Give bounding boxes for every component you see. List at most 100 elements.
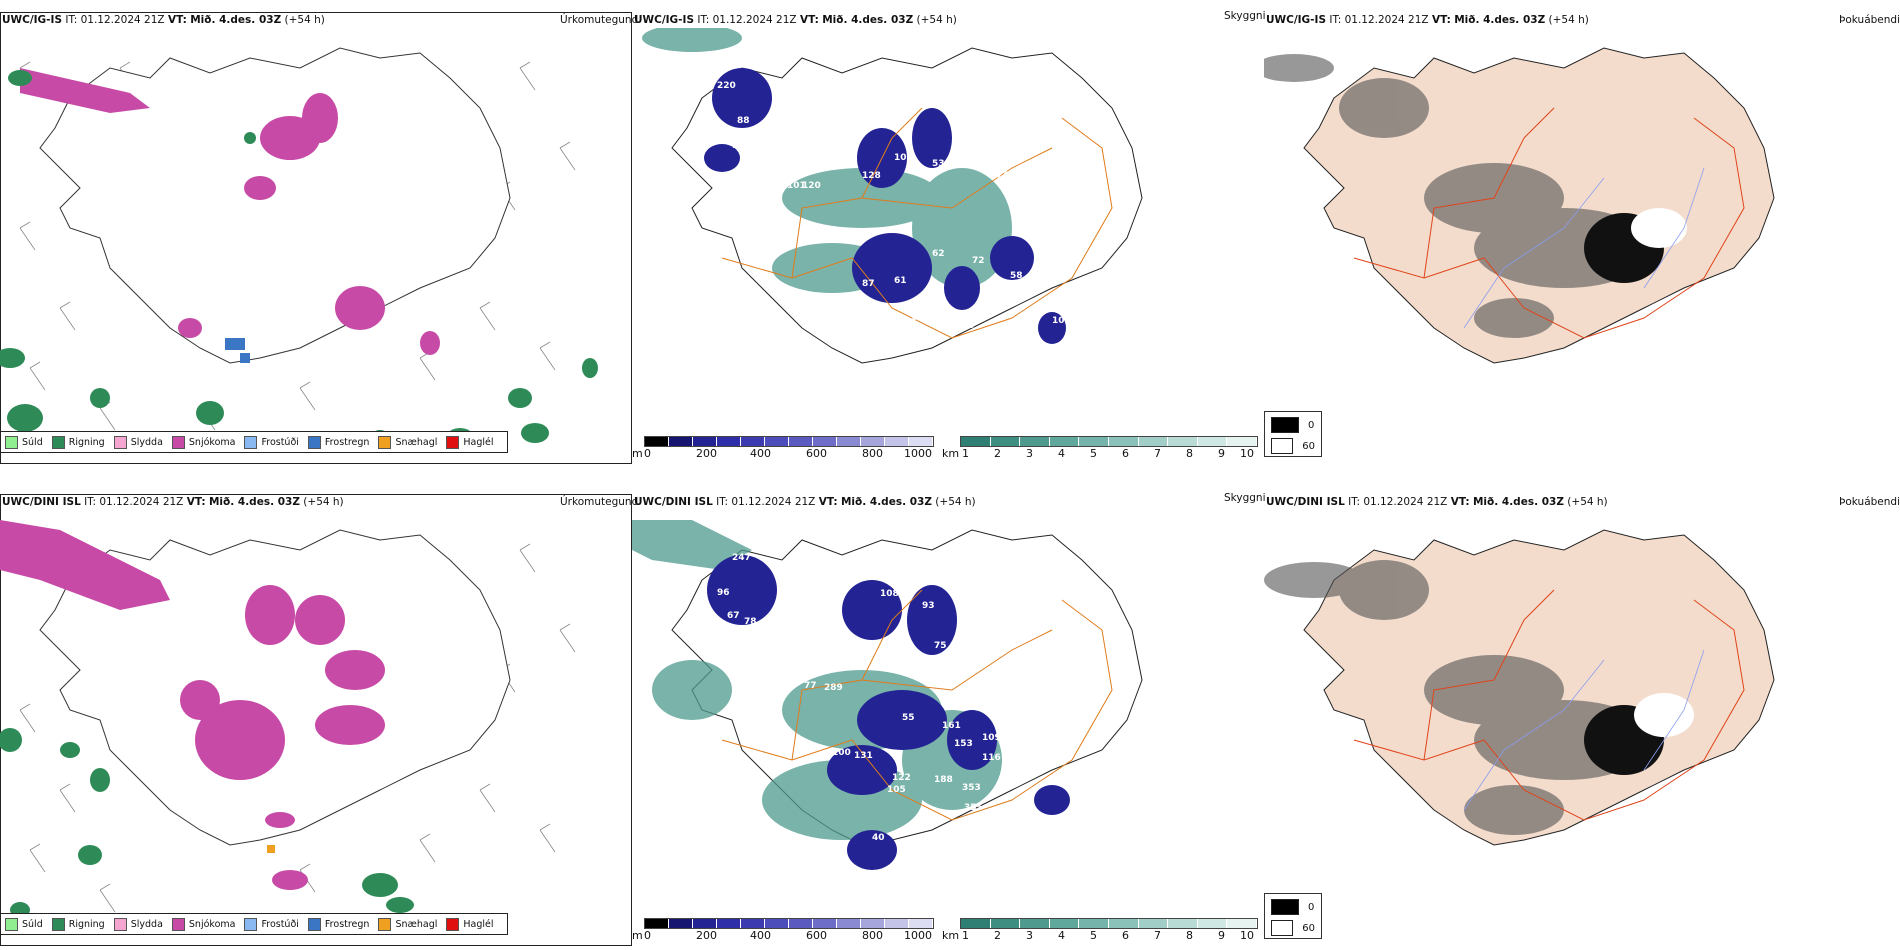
svg-text:110: 110: [872, 316, 891, 326]
svg-text:104: 104: [930, 311, 949, 321]
panel-label: Þokuábendi: [1839, 496, 1900, 508]
fog-legend: 0 60: [1264, 893, 1322, 939]
rivers: [1463, 167, 1705, 329]
svg-text:157: 157: [667, 78, 686, 88]
fog-legend: 0 60: [1264, 411, 1322, 457]
legend-item: Frostúði: [244, 917, 299, 931]
roads: [721, 589, 1113, 821]
cloud-map: 247 100 117 96 67 78 287 108 93 75 55 198 161 1…: [632, 520, 1143, 893]
svg-text:45: 45: [767, 191, 780, 201]
frz-rain-areas: [225, 338, 250, 363]
svg-text:55: 55: [910, 663, 923, 673]
svg-text:67: 67: [807, 226, 820, 236]
precip-panel-row2: UWC/DINI ISL IT: 01.12.2024 21Z VT: Mið.…: [0, 494, 638, 946]
svg-text:100: 100: [650, 578, 669, 588]
legend-item: Súld: [5, 917, 43, 931]
svg-text:87: 87: [862, 279, 875, 289]
roads: [721, 107, 1113, 339]
svg-text:62: 62: [932, 249, 945, 259]
clear-area: [1631, 208, 1687, 248]
panel-label: Úrkomutegund: [560, 496, 639, 508]
legend-item: Haglél: [446, 435, 494, 449]
svg-text:101: 101: [787, 181, 806, 191]
svg-text:289: 289: [824, 683, 843, 693]
legend-item: Frostregn: [307, 435, 369, 449]
panel-label: Þokuábendi: [1839, 14, 1900, 26]
svg-text:40: 40: [872, 833, 885, 843]
svg-text:77: 77: [804, 681, 817, 691]
iceland-outline: [39, 529, 511, 846]
svg-text:131: 131: [854, 751, 873, 761]
svg-text:97: 97: [872, 331, 885, 341]
svg-text:108: 108: [880, 589, 899, 599]
legend-item: Slydda: [113, 917, 163, 931]
cloud-base-areas: [707, 555, 1070, 870]
legend-item: Rigning: [51, 917, 105, 931]
svg-text:94: 94: [922, 848, 935, 858]
legend-item: Snæhagl: [378, 917, 437, 931]
fog-map: [1264, 529, 1775, 846]
panel-title: UWC/IG-IS IT: 01.12.2024 21Z VT: Mið. 4.…: [2, 14, 325, 26]
svg-text:153: 153: [954, 739, 973, 749]
svg-text:58: 58: [1010, 271, 1023, 281]
svg-text:353: 353: [962, 783, 981, 793]
svg-text:55: 55: [757, 144, 770, 154]
svg-text:226: 226: [832, 396, 851, 406]
svg-text:40: 40: [962, 321, 975, 331]
svg-text:220: 220: [717, 81, 736, 91]
svg-text:122: 122: [892, 773, 911, 783]
svg-text:78: 78: [744, 617, 757, 627]
panel-title: UWC/DINI ISL IT: 01.12.2024 21Z VT: Mið.…: [634, 496, 976, 508]
svg-text:109: 109: [910, 313, 929, 323]
precip-legend: Súld Rigning Slydda Snjókoma Frostúði Fr…: [0, 431, 508, 453]
svg-text:154: 154: [684, 78, 703, 88]
ice-pellet-areas: [267, 845, 275, 853]
svg-text:188: 188: [934, 775, 953, 785]
legend-item: Snjókoma: [171, 917, 235, 931]
snow-areas: [20, 68, 440, 355]
legend-item: Slydda: [113, 435, 163, 449]
svg-text:128: 128: [862, 171, 881, 181]
svg-text:72: 72: [972, 256, 985, 266]
svg-text:105: 105: [887, 785, 906, 795]
legend-item: Snjókoma: [171, 435, 235, 449]
precip-panel-row1: UWC/IG-IS IT: 01.12.2024 21Z VT: Mið. 4.…: [0, 12, 638, 464]
svg-text:88: 88: [737, 116, 750, 126]
svg-text:94: 94: [732, 141, 745, 151]
legend-item: Frostúði: [244, 435, 299, 449]
legend-item: Snæhagl: [378, 435, 437, 449]
svg-text:53: 53: [932, 159, 945, 169]
svg-text:107: 107: [1052, 316, 1071, 326]
svg-text:77: 77: [904, 883, 917, 893]
svg-text:116: 116: [982, 753, 1001, 763]
cloud-base-colorbar: m 0 200 400 600 800 1000: [632, 436, 934, 462]
cloud-panel-row2: UWC/DINI ISL IT: 01.12.2024 21Z VT: Mið.…: [632, 492, 1266, 946]
visibility-colorbar: km 1 2 3 4 5 6 7 8 9 10: [942, 918, 1264, 944]
svg-text:247: 247: [732, 553, 751, 563]
panel-label: Skyggni: [1224, 492, 1266, 504]
panel-label: Skyggni: [1224, 10, 1266, 22]
cloud-base-colorbar: m 0 200 400 600 800 1000: [632, 918, 934, 944]
svg-text:96: 96: [717, 588, 730, 598]
svg-text:67: 67: [727, 611, 740, 621]
roads: [1353, 589, 1745, 821]
panel-title: UWC/IG-IS IT: 01.12.2024 21Z VT: Mið. 4.…: [634, 14, 957, 26]
svg-text:75: 75: [934, 641, 947, 651]
svg-text:287: 287: [787, 593, 806, 603]
precip-map: [0, 47, 598, 448]
svg-text:61: 61: [894, 276, 907, 286]
visibility-colorbar: km 1 2 3 4 5 6 7 8 9 10: [942, 436, 1264, 462]
svg-text:198: 198: [964, 695, 983, 705]
fog-map: [1264, 47, 1775, 364]
legend-item: Frostregn: [307, 917, 369, 931]
svg-text:100: 100: [832, 748, 851, 758]
cloud-base-labels: 247 100 117 96 67 78 287 108 93 75 55 198 161 1…: [650, 553, 1001, 893]
legend-item: Rigning: [51, 435, 105, 449]
svg-text:59: 59: [780, 147, 793, 157]
svg-text:55: 55: [902, 713, 915, 723]
panel-title: UWC/IG-IS IT: 01.12.2024 21Z VT: Mið. 4.…: [1266, 14, 1589, 26]
precip-legend: Súld Rigning Slydda Snjókoma Frostúði Fr…: [0, 913, 508, 935]
svg-text:93: 93: [922, 601, 935, 611]
